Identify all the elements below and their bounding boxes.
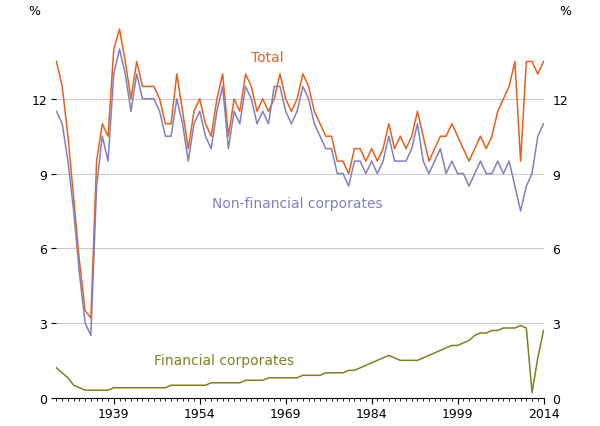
Text: Non-financial corporates: Non-financial corporates [212,197,382,211]
Text: %: % [559,5,571,17]
Text: %: % [29,5,41,17]
Text: Financial corporates: Financial corporates [154,354,294,368]
Text: Total: Total [251,50,284,64]
